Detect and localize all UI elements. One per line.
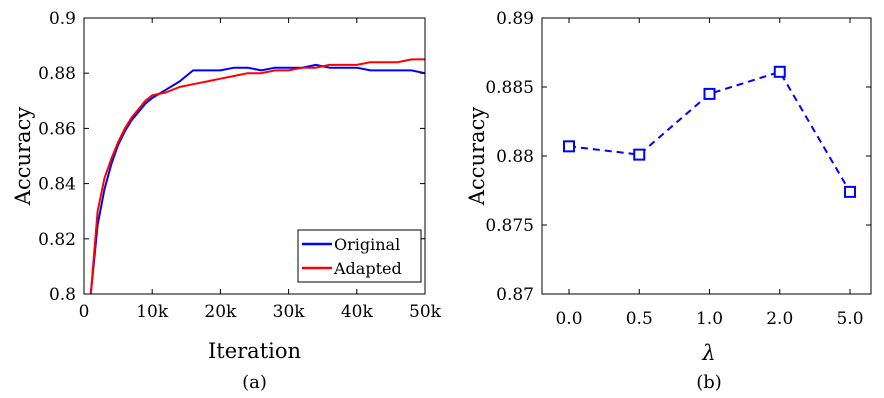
panel-b-axes-frame bbox=[541, 17, 872, 295]
y-tick-label: 0.84 bbox=[38, 175, 76, 195]
x-tick-label: 5.0 bbox=[836, 309, 863, 329]
x-tick-label: 1.0 bbox=[696, 309, 723, 329]
x-tick-label: 10k bbox=[136, 302, 169, 322]
x-tick-label: 40k bbox=[341, 302, 374, 322]
x-tick-label: 20k bbox=[204, 302, 237, 322]
x-tick-label: 2.0 bbox=[766, 309, 793, 329]
x-tick-label: 50k bbox=[409, 302, 442, 322]
data-point-marker bbox=[563, 140, 575, 153]
y-tick-label: 0.8 bbox=[49, 285, 76, 305]
y-tick-label: 0.87 bbox=[496, 285, 534, 305]
y-tick-label: 0.82 bbox=[38, 230, 76, 250]
y-tick-label: 0.875 bbox=[485, 216, 534, 236]
x-tick-label: 0 bbox=[79, 302, 90, 322]
panel-a-legend: Original Adapted bbox=[297, 229, 422, 283]
panel-b-y-axis-label: Accuracy bbox=[465, 107, 489, 207]
y-tick-label: 0.9 bbox=[49, 9, 76, 29]
data-point-marker bbox=[633, 148, 646, 161]
x-tick-label: 0.5 bbox=[626, 309, 653, 329]
panel-b-caption: (b) bbox=[696, 372, 722, 393]
panel-a-x-axis-label: Iteration bbox=[208, 339, 301, 363]
x-tick-label: 30k bbox=[273, 302, 306, 322]
panel-a-caption: (a) bbox=[242, 372, 267, 393]
data-point-marker bbox=[844, 185, 856, 198]
y-tick-label: 0.88 bbox=[496, 147, 534, 167]
panel-b: 0.0 0.5 1.0 2.0 5.0 0.87 0.875 0.88 0.885 0.89 Ac… bbox=[465, 9, 872, 393]
legend-label-adapted: Adapted bbox=[333, 259, 402, 278]
y-tick-label: 0.88 bbox=[38, 64, 76, 84]
legend-label-original: Original bbox=[334, 235, 400, 254]
legend-box bbox=[297, 229, 422, 283]
panel-a-axes-frame bbox=[83, 17, 426, 295]
y-tick-label: 0.86 bbox=[38, 119, 76, 139]
panel-b-x-axis-label: λ bbox=[701, 341, 715, 365]
panel-a-y-axis-label: Accuracy bbox=[11, 107, 35, 207]
data-point-marker bbox=[703, 87, 716, 100]
data-point-marker bbox=[773, 65, 786, 78]
panel-a: 0 10k 20k 30k 40k 50k 0.8 0.82 0.84 0.86 0.88 0.9 A… bbox=[11, 9, 442, 393]
x-tick-label: 0.0 bbox=[555, 309, 582, 329]
y-tick-label: 0.885 bbox=[485, 78, 534, 98]
series-line-adapted bbox=[89, 58, 425, 295]
y-tick-label: 0.89 bbox=[496, 9, 534, 29]
series-line-original bbox=[89, 63, 426, 295]
